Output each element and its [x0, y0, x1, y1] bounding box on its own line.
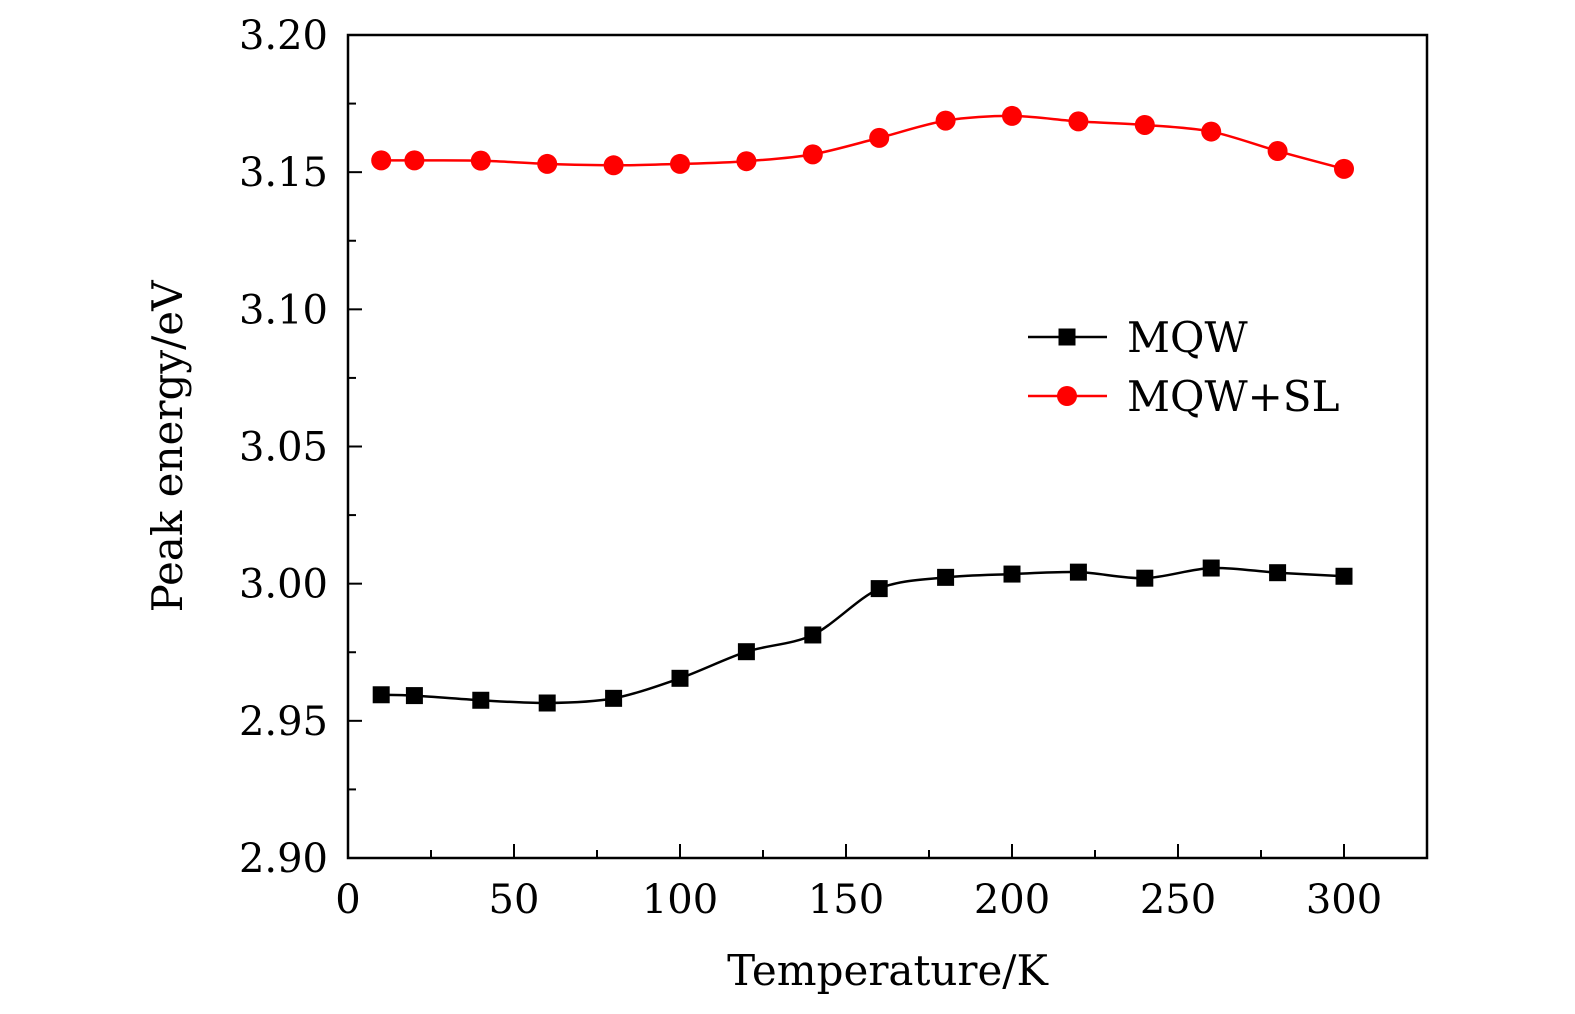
- x-tick-label: 200: [974, 877, 1050, 923]
- data-point: [1269, 564, 1287, 582]
- x-tick-label: 150: [808, 877, 884, 923]
- data-point: [470, 150, 491, 171]
- x-tick-label: 250: [1140, 877, 1216, 923]
- legend-label: MQW: [1127, 313, 1248, 362]
- data-point: [737, 643, 755, 661]
- legend: MQW MQW+SL: [1028, 313, 1339, 421]
- data-point: [537, 153, 558, 174]
- data-point: [935, 110, 956, 131]
- y-tick-label: 3.00: [239, 562, 328, 608]
- data-point: [1002, 105, 1022, 126]
- x-tick-label: 0: [335, 877, 360, 923]
- data-point: [1335, 567, 1353, 585]
- series-layer: [371, 105, 1354, 712]
- y-tick-label: 3.10: [239, 287, 328, 333]
- data-point: [1134, 114, 1155, 135]
- data-point: [1202, 559, 1220, 577]
- data-point: [371, 150, 392, 171]
- data-point: [605, 689, 623, 707]
- data-point: [1068, 111, 1089, 132]
- data-point: [802, 144, 823, 165]
- data-point: [405, 687, 423, 705]
- data-point: [670, 153, 690, 174]
- y-tick-label: 3.05: [239, 425, 328, 471]
- data-point: [404, 150, 425, 171]
- data-point: [671, 669, 689, 687]
- y-tick-label: 2.95: [239, 699, 328, 745]
- series-line: [381, 114, 1345, 171]
- data-point: [1136, 569, 1154, 587]
- data-point: [372, 686, 390, 704]
- legend-label: MQW+SL: [1127, 372, 1339, 421]
- plot-frame: [346, 33, 1429, 860]
- x-tick-label: 300: [1306, 877, 1382, 923]
- data-point: [937, 568, 955, 586]
- data-point: [736, 151, 757, 172]
- series-mqw-sl: [371, 105, 1354, 179]
- x-tick-label: 100: [642, 877, 718, 923]
- data-point: [869, 127, 890, 148]
- y-axis-label: Peak energy/eV: [143, 280, 192, 613]
- y-tick-label: 3.20: [239, 13, 328, 59]
- x-tick-label: 50: [489, 877, 540, 923]
- x-axis-label: Temperature/K: [727, 946, 1049, 995]
- series-mqw: [372, 559, 1353, 712]
- data-point: [870, 580, 888, 598]
- data-point: [804, 626, 822, 644]
- axis-ticks: [347, 34, 1345, 859]
- data-point: [1069, 563, 1087, 581]
- data-point: [1003, 565, 1021, 583]
- series-line: [381, 566, 1345, 705]
- data-point: [472, 691, 490, 709]
- y-tick-label: 3.15: [239, 150, 328, 196]
- data-point: [1201, 121, 1222, 142]
- data-point: [1267, 141, 1288, 162]
- legend-marker: [1057, 386, 1077, 406]
- x-tick-labels: 0 50 100 150 200 250 300: [335, 877, 1382, 923]
- data-point: [1334, 158, 1354, 179]
- y-tick-labels: 2.90 2.95 3.00 3.05 3.10 3.15 3.20: [239, 13, 328, 882]
- y-tick-label: 2.90: [239, 836, 328, 882]
- data-point: [538, 694, 556, 712]
- legend-marker: [1058, 328, 1076, 346]
- data-point: [603, 155, 624, 176]
